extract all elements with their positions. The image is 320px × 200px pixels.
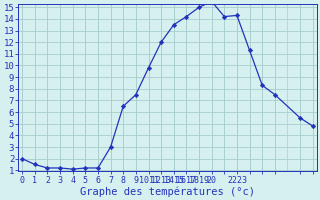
X-axis label: Graphe des températures (°c): Graphe des températures (°c)	[80, 186, 255, 197]
